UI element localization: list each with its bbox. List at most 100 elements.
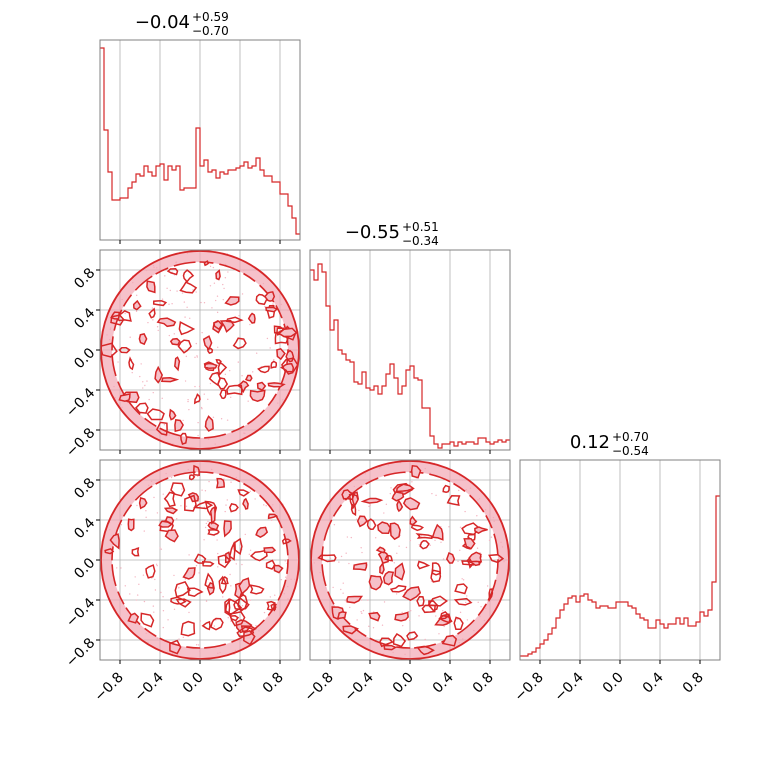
- contour-island: [383, 644, 398, 651]
- sample-point: [390, 487, 392, 489]
- contour-island: [217, 554, 232, 569]
- contour-island: [255, 293, 269, 306]
- sample-point: [124, 585, 126, 587]
- contour-island: [266, 600, 276, 611]
- sample-point: [217, 552, 219, 555]
- contour-island: [438, 613, 451, 624]
- sample-point: [284, 560, 286, 562]
- sample-point: [213, 282, 216, 284]
- contour-island: [138, 333, 148, 346]
- contour-island: [225, 316, 244, 324]
- sample-point: [342, 592, 344, 594]
- sample-point: [350, 536, 353, 539]
- sample-point: [393, 562, 395, 564]
- x-tick-label: 0.8: [260, 670, 287, 697]
- contour-island: [234, 537, 243, 556]
- title-value: 0.12: [570, 432, 610, 453]
- contour-island: [446, 495, 461, 507]
- contour-island: [213, 320, 223, 331]
- sample-point: [464, 601, 467, 604]
- sample-point: [340, 588, 342, 591]
- contour-island: [232, 337, 247, 350]
- sample-point: [402, 624, 404, 627]
- sample-point: [161, 397, 163, 400]
- contour-island: [244, 374, 253, 382]
- title-upper-error: +0.59: [192, 10, 229, 24]
- contour-island: [431, 523, 444, 541]
- sample-point: [182, 419, 184, 422]
- title-value: −0.55: [345, 222, 400, 243]
- sample-point: [212, 416, 215, 419]
- sample-point: [188, 408, 190, 411]
- sample-point: [488, 539, 491, 541]
- contour-island: [237, 592, 248, 613]
- pair-panel-2-0: [100, 460, 300, 660]
- sample-point: [346, 536, 349, 538]
- sample-point: [241, 293, 244, 295]
- sample-point: [204, 526, 207, 529]
- sample-point: [153, 611, 155, 613]
- sample-point: [161, 298, 164, 300]
- sample-point: [374, 537, 377, 539]
- sample-point: [203, 539, 205, 541]
- sample-point: [383, 601, 386, 603]
- contour-island: [145, 564, 156, 579]
- sample-point: [348, 562, 350, 565]
- density-band: [310, 460, 510, 660]
- contour-island: [265, 559, 276, 570]
- contour-island: [204, 415, 214, 432]
- sample-point: [345, 552, 347, 554]
- contour-island: [110, 314, 125, 326]
- contour-island: [100, 342, 118, 358]
- sample-point: [344, 599, 347, 602]
- sample-point: [274, 594, 276, 596]
- sample-point: [226, 499, 228, 501]
- sample-point: [207, 578, 209, 581]
- sample-point: [162, 596, 164, 598]
- sample-point: [418, 615, 420, 617]
- contour-island: [317, 554, 337, 563]
- sample-point: [222, 596, 224, 598]
- sample-point: [462, 579, 465, 581]
- contour-island: [128, 356, 135, 371]
- sample-point: [145, 510, 147, 512]
- sample-point: [160, 548, 163, 550]
- x-tick-label: 0.4: [430, 669, 457, 696]
- sample-point: [358, 509, 360, 512]
- contour-island: [188, 474, 196, 481]
- sample-point: [201, 407, 203, 410]
- contour-island: [368, 574, 383, 591]
- sample-point: [204, 490, 207, 492]
- contour-island: [132, 299, 142, 311]
- sample-point: [173, 608, 176, 610]
- contour-island: [215, 477, 225, 489]
- sample-point: [185, 505, 188, 507]
- sample-point: [273, 359, 275, 361]
- contour-island: [488, 553, 505, 564]
- sample-point: [197, 434, 199, 437]
- sample-point: [140, 363, 142, 365]
- sample-point: [173, 333, 175, 335]
- sample-point: [200, 301, 202, 304]
- contour-island: [416, 645, 435, 656]
- contour-island: [352, 562, 368, 571]
- contour-island: [228, 540, 236, 561]
- panel-title-1: −0.04 +0.59−0.70: [135, 10, 229, 38]
- contour-island: [270, 360, 278, 369]
- sample-point: [265, 505, 267, 507]
- contour-island: [416, 595, 425, 607]
- contour-island: [163, 507, 179, 515]
- histogram-3: [520, 495, 720, 657]
- sample-point: [333, 524, 336, 526]
- histogram-1: [100, 47, 300, 235]
- sample-point: [134, 576, 136, 578]
- contour-island: [164, 529, 179, 543]
- contour-island: [375, 546, 386, 554]
- sample-point: [181, 488, 183, 490]
- sample-point: [405, 546, 408, 549]
- title-lower-error: −0.54: [612, 444, 649, 458]
- contour-island: [152, 300, 168, 307]
- contour-island: [220, 576, 229, 585]
- contour-island: [394, 611, 409, 622]
- sample-point: [457, 560, 459, 563]
